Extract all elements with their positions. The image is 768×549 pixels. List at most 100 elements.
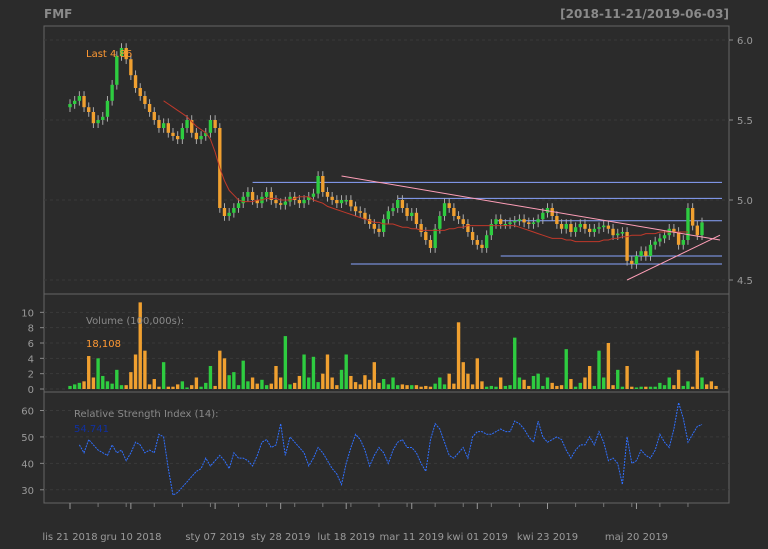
- candle-body: [264, 192, 269, 197]
- volume-bar: [644, 386, 648, 389]
- volume-bar: [358, 384, 362, 389]
- volume-bar: [213, 385, 217, 389]
- rsi-last-value: 54.741: [74, 424, 109, 435]
- volume-bar: [105, 381, 110, 389]
- volume-bar: [194, 377, 199, 389]
- candle-body: [119, 48, 124, 56]
- volume-bar: [541, 385, 545, 389]
- candle-body: [138, 88, 142, 96]
- x-tick-label: kwi 23 2019: [517, 532, 578, 543]
- candle-body: [241, 196, 245, 204]
- candle-body: [494, 219, 498, 224]
- candle-body: [419, 224, 423, 232]
- volume-bar: [236, 385, 241, 389]
- candle-body: [147, 104, 152, 112]
- candle-body: [517, 219, 522, 221]
- volume-bar: [667, 377, 671, 389]
- x-tick-label: lis 21 2018: [42, 532, 97, 543]
- volume-bar: [503, 385, 508, 389]
- candle-body: [105, 100, 110, 117]
- volume-bar: [489, 385, 494, 389]
- volume-bar: [218, 350, 222, 389]
- x-tick-label: maj 20 2019: [605, 532, 668, 543]
- volume-bar: [255, 383, 259, 389]
- volume-tick-label: 8: [28, 324, 34, 335]
- volume-bar: [386, 384, 391, 389]
- candle-body: [232, 208, 236, 213]
- candle-body: [274, 200, 278, 204]
- candle-body: [204, 132, 208, 136]
- x-tick-label: gru 10 2018: [100, 532, 161, 543]
- volume-bar: [302, 354, 306, 389]
- volume-bar: [527, 385, 531, 389]
- candle-body: [489, 224, 494, 236]
- volume-bar: [648, 386, 653, 389]
- candle-body: [367, 219, 372, 224]
- candle-body: [639, 251, 643, 256]
- candle-body: [339, 200, 344, 204]
- candle-body: [447, 203, 451, 208]
- rsi-axis: 60 50 40 30: [21, 407, 44, 497]
- volume-bar: [513, 337, 517, 389]
- price-tick-label: 6.0: [737, 36, 753, 47]
- volume-bar: [391, 377, 395, 389]
- candle-body: [386, 211, 391, 220]
- candle-body: [157, 120, 161, 128]
- volume-bar: [639, 386, 643, 389]
- volume-bar: [297, 375, 302, 389]
- volume-bar: [709, 381, 714, 389]
- candle-body: [133, 75, 138, 88]
- volume-bar: [124, 385, 128, 389]
- candle-body: [480, 244, 484, 248]
- candle-body: [175, 136, 180, 140]
- rsi-panel: 60 50 40 30 Relative Strength Index (14): 5…: [21, 391, 730, 504]
- volume-bar: [484, 386, 489, 389]
- candle-body: [358, 211, 362, 213]
- rsi-tick-label: 60: [21, 407, 34, 418]
- volume-bar: [419, 386, 423, 389]
- candle-body: [325, 192, 330, 197]
- candle-body: [616, 233, 620, 236]
- candle-body: [391, 208, 395, 212]
- candle-body: [658, 238, 662, 242]
- volume-bar: [414, 385, 419, 389]
- volume-bar: [456, 322, 461, 389]
- candle-body: [461, 219, 465, 224]
- candle-body: [564, 224, 568, 229]
- candle-body: [166, 123, 170, 133]
- candle-body: [180, 128, 185, 140]
- volume-bar: [180, 381, 185, 389]
- trend-line: [341, 175, 721, 241]
- volume-bar: [250, 377, 255, 389]
- volume-bar: [246, 381, 250, 389]
- volume-bar: [316, 382, 320, 389]
- candle-body: [578, 224, 582, 228]
- volume-bar: [470, 384, 475, 389]
- volume-bar: [545, 377, 550, 389]
- volume-bar: [550, 382, 554, 389]
- volume-bar: [400, 384, 405, 389]
- candle-body: [611, 228, 615, 236]
- volume-bar: [442, 384, 447, 389]
- volume-bar: [110, 383, 114, 389]
- candle-body: [592, 228, 597, 232]
- volume-bar: [133, 354, 138, 389]
- x-tick-label: lut 18 2019: [317, 532, 375, 543]
- moving-average-line: [163, 100, 688, 243]
- x-axis: lis 21 2018 gru 10 2018 sty 07 2019 sty 28 …: [42, 503, 689, 543]
- volume-bar: [339, 369, 344, 389]
- candle-body: [190, 120, 194, 133]
- candle-body: [681, 240, 685, 245]
- rsi-panel-frame: [43, 391, 730, 504]
- volume-bar: [522, 379, 526, 389]
- volume-bar: [77, 382, 82, 389]
- volume-bar: [91, 377, 96, 389]
- volume-bar: [555, 385, 559, 389]
- candle-body: [349, 200, 353, 207]
- candle-body: [602, 225, 606, 228]
- volume-bar: [508, 385, 512, 389]
- candle-body: [400, 200, 405, 208]
- volume-bar: [68, 385, 72, 389]
- candle-body: [555, 216, 559, 224]
- candle-body: [499, 219, 503, 224]
